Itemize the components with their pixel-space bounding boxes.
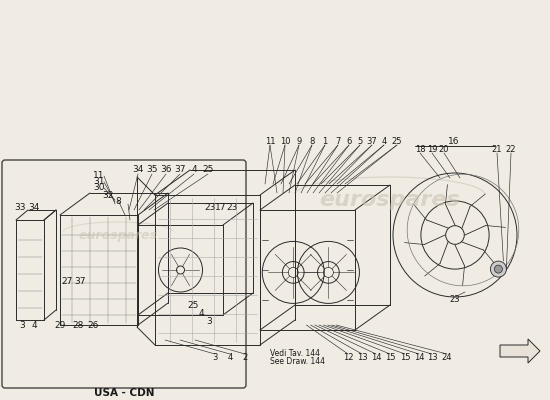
Text: 5: 5 [358,138,362,146]
Circle shape [491,261,507,277]
Text: 4: 4 [227,354,233,362]
Text: See Draw. 144: See Draw. 144 [270,358,325,366]
Text: 9: 9 [296,138,301,146]
Text: 11: 11 [265,138,275,146]
Text: 3: 3 [19,320,25,330]
Text: 13: 13 [427,354,437,362]
Text: 4: 4 [381,138,387,146]
Text: 10: 10 [280,138,290,146]
Text: 15: 15 [385,354,395,362]
Text: 19: 19 [427,146,437,154]
Text: 15: 15 [400,354,410,362]
Text: 17: 17 [215,204,227,212]
Text: 11: 11 [94,172,104,180]
Text: 3: 3 [206,318,212,326]
Text: 1: 1 [322,138,328,146]
Text: eurospares: eurospares [79,228,157,242]
Text: Vedi Tav. 144: Vedi Tav. 144 [270,348,320,358]
Text: 32: 32 [102,190,114,200]
Text: 26: 26 [87,320,98,330]
Text: 4: 4 [191,166,197,174]
Text: 8: 8 [309,138,315,146]
Text: 14: 14 [414,354,424,362]
Text: 16: 16 [448,138,460,146]
Text: 4: 4 [198,310,204,318]
FancyBboxPatch shape [2,160,246,388]
Text: 23: 23 [204,204,216,212]
Text: 30: 30 [94,184,104,192]
Text: 35: 35 [146,166,158,174]
Text: 22: 22 [506,146,516,154]
Polygon shape [500,339,540,363]
Text: 33: 33 [14,204,26,212]
Text: 21: 21 [492,146,502,154]
Text: 8: 8 [115,198,121,206]
Text: 37: 37 [174,166,186,174]
Text: 27: 27 [61,278,73,286]
Text: 23: 23 [450,296,460,304]
Text: 3: 3 [212,354,218,362]
Text: 25: 25 [188,302,199,310]
Text: 37: 37 [367,138,377,146]
Text: 34: 34 [133,166,144,174]
Text: 7: 7 [336,138,340,146]
Text: 24: 24 [442,354,452,362]
Text: 14: 14 [371,354,381,362]
Circle shape [494,265,502,273]
Text: 36: 36 [160,166,172,174]
Text: 23: 23 [226,204,238,212]
Text: 6: 6 [346,138,351,146]
Text: 4: 4 [31,320,37,330]
Text: 25: 25 [392,138,402,146]
Text: 31: 31 [94,178,104,186]
Text: USA - CDN: USA - CDN [94,388,154,398]
Text: 13: 13 [357,354,367,362]
Text: 12: 12 [343,354,353,362]
Text: 37: 37 [74,278,86,286]
Text: 34: 34 [28,204,40,212]
Text: 25: 25 [202,166,214,174]
Text: 29: 29 [54,320,65,330]
Text: eurospares: eurospares [320,190,460,210]
Text: 2: 2 [243,354,248,362]
Text: 28: 28 [72,320,84,330]
Text: 20: 20 [439,146,449,154]
Text: 18: 18 [415,146,425,154]
